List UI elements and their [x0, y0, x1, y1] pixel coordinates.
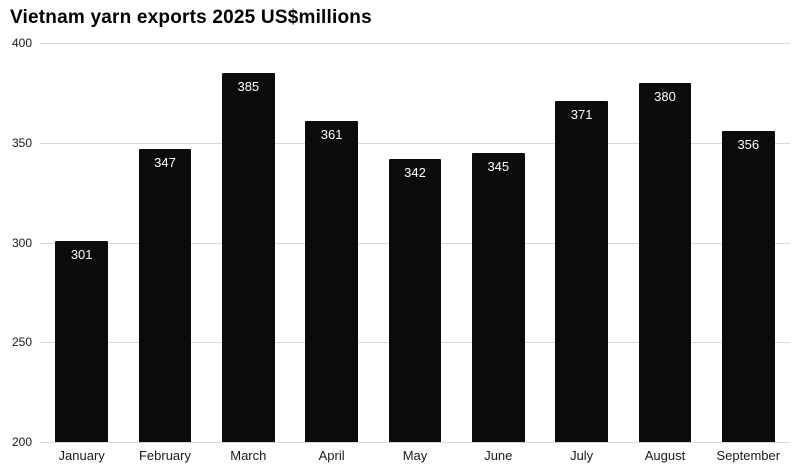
y-axis-tick-label: 250	[11, 335, 32, 350]
gridline	[40, 43, 790, 44]
bar: 342	[388, 158, 442, 442]
bar-value-label: 356	[737, 136, 760, 152]
bar-value-label: 385	[237, 78, 260, 94]
x-axis-label: July	[570, 448, 594, 463]
bar: 301	[55, 240, 108, 442]
gridline	[40, 442, 790, 443]
bar: 361	[305, 120, 358, 442]
x-axis-label: March	[230, 448, 267, 463]
bar-value-label: 361	[320, 126, 343, 142]
bars-layer: 301 347 385 361 342 345 371 380 356	[40, 43, 790, 442]
bar-value-label: 301	[70, 246, 93, 262]
y-axis-tick-label: 300	[11, 235, 32, 250]
x-axis-label: April	[318, 448, 345, 463]
bar-slot: 342	[373, 43, 456, 442]
gridline	[40, 142, 790, 144]
bar-value-label: 342	[404, 164, 426, 180]
x-axis-label: May	[402, 448, 428, 463]
chart-title: Vietnam yarn exports 2025 US$millions	[10, 7, 372, 28]
bar-value-label: 380	[654, 88, 676, 104]
y-axis-tick-label: 350	[11, 135, 32, 150]
bar-slot: 361	[290, 43, 373, 442]
bar: 380	[638, 82, 692, 442]
bar-slot: 301	[40, 43, 123, 442]
x-axis-label: January	[58, 448, 105, 463]
x-axis-label: February	[138, 448, 191, 463]
x-axis: January February March April May June July Augu…	[40, 448, 790, 463]
y-axis-tick-label: 400	[11, 36, 32, 50]
x-axis-label: September	[716, 448, 781, 463]
bar: 385	[222, 72, 275, 442]
bar-slot: 380	[623, 43, 706, 442]
bar-value-label: 371	[570, 106, 593, 122]
bar-value-label: 345	[487, 158, 510, 174]
bar: 345	[472, 152, 525, 442]
bar-slot: 371	[540, 43, 623, 442]
bar-slot: 385	[207, 43, 290, 442]
y-axis-tick-label: 200	[11, 435, 32, 449]
bar: 371	[555, 100, 608, 442]
bar: 347	[138, 148, 192, 442]
bar-slot: 356	[707, 43, 790, 442]
bar: 356	[722, 130, 775, 442]
plot-area: 400 350 300 250 200 301 347 385 361 342 345 371 380 3…	[12, 36, 790, 449]
bar-slot: 347	[123, 43, 206, 442]
bar-slot: 345	[457, 43, 540, 442]
x-axis-label: June	[484, 448, 513, 463]
bar-value-label: 347	[154, 154, 176, 170]
x-axis-label: August	[644, 448, 686, 463]
